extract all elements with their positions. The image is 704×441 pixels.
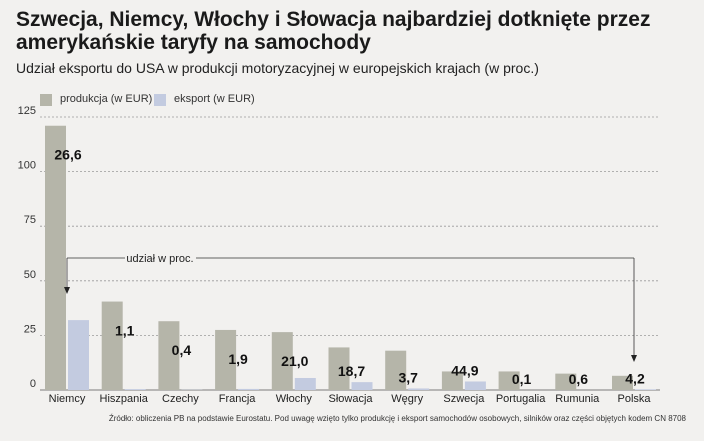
bar-production [498,371,520,390]
share-label: 26,6 [54,147,81,163]
x-tick-label: Słowacja [328,393,373,405]
share-label: 44,9 [451,362,478,378]
share-label: 3,7 [398,369,418,385]
bar-export [294,377,316,390]
bar-export [408,388,430,390]
y-tick-label: 125 [18,105,36,117]
bar-production [555,373,577,390]
bar-export [124,389,146,390]
x-tick-label: Węgry [391,393,423,405]
x-tick-label: Francja [219,393,257,405]
source-note: Źródło: obliczenia PB na podstawie Euros… [108,414,686,423]
bar-production [215,329,237,390]
chart-subtitle: Udział eksportu do USA w produkcji motor… [16,60,539,76]
bar-production [612,375,633,390]
share-label: 21,0 [281,353,308,369]
bar-export [68,320,89,390]
bar-production [45,125,66,391]
bar-export [464,381,486,390]
legend-swatch-production [40,94,52,106]
share-annotation: udział w proc. [64,253,637,362]
x-tick-label: Włochy [276,393,313,405]
bar-production [101,301,123,390]
x-tick-label: Niemcy [49,393,86,405]
y-tick-label: 50 [24,269,36,281]
bars [45,125,656,391]
bar-export [635,389,656,390]
legend-swatch-export [154,94,166,106]
x-tick-label: Rumunia [555,393,600,405]
bar-production [328,347,350,390]
y-tick-label: 25 [24,323,36,335]
share-label: 1,1 [115,323,135,339]
x-tick-label: Polska [617,393,651,405]
x-tick-label: Czechy [162,393,199,405]
share-label: 1,9 [228,351,248,367]
annotation-arrowhead [64,287,70,294]
x-tick-label: Szwecja [443,393,485,405]
bar-production [385,350,407,390]
share-label: 4,2 [625,370,645,386]
share-label: 0,1 [512,371,532,387]
annotation-arrowhead [631,355,637,362]
x-tick-label: Hiszpania [100,393,149,405]
annotation-label: udział w proc. [126,253,193,265]
share-label: 18,7 [338,363,365,379]
x-tick-label: Portugalia [496,393,546,405]
y-tick-label: 0 [30,378,36,390]
share-label: 0,4 [172,342,192,358]
y-tick-label: 100 [18,160,36,172]
y-tick-label: 75 [24,214,36,226]
share-label: 0,6 [569,371,589,387]
bar-production [158,321,180,390]
bar-export [238,388,260,390]
legend-label-production: produkcja (w EUR) [60,93,153,105]
bar-export [351,382,373,390]
chart-title: Szwecja, Niemcy, Włochy i Słowacja najba… [16,8,651,54]
labels: 0 25 50 75 100 125 Niemcy 26,6 Hiszpania 1,1 Czech… [18,105,652,405]
bar-production [271,332,293,390]
legend-label-export: eksport (w EUR) [174,93,255,105]
bar-production [441,371,463,390]
